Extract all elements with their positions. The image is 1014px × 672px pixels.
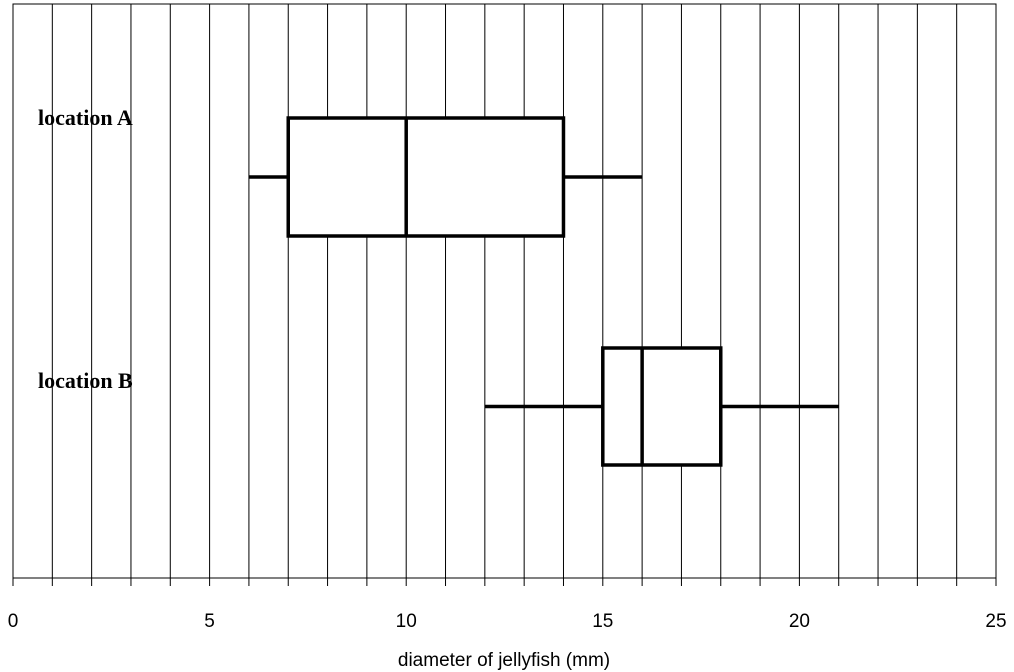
x-tick-label: 5 (204, 611, 215, 632)
x-tick-label: 20 (789, 611, 810, 632)
x-axis-label: diameter of jellyfish (mm) (398, 650, 610, 671)
box-location-a: location A (38, 105, 643, 238)
x-axis-ticks (12, 578, 997, 586)
iqr-box (286, 116, 566, 238)
x-axis-tick-labels: 0 5 10 15 20 25 (8, 611, 1007, 632)
x-tick-label: 15 (592, 611, 613, 632)
iqr-box (601, 346, 723, 467)
x-tick-label: 0 (8, 611, 19, 632)
category-label: location B (38, 368, 133, 393)
x-tick-label: 25 (985, 611, 1006, 632)
grid-lines (12, 4, 997, 578)
box-location-b: location B (38, 346, 839, 467)
category-label: location A (38, 105, 133, 130)
plot-frame (12, 3, 997, 579)
boxes: location A location B (38, 105, 839, 467)
x-tick-label: 10 (396, 611, 417, 632)
